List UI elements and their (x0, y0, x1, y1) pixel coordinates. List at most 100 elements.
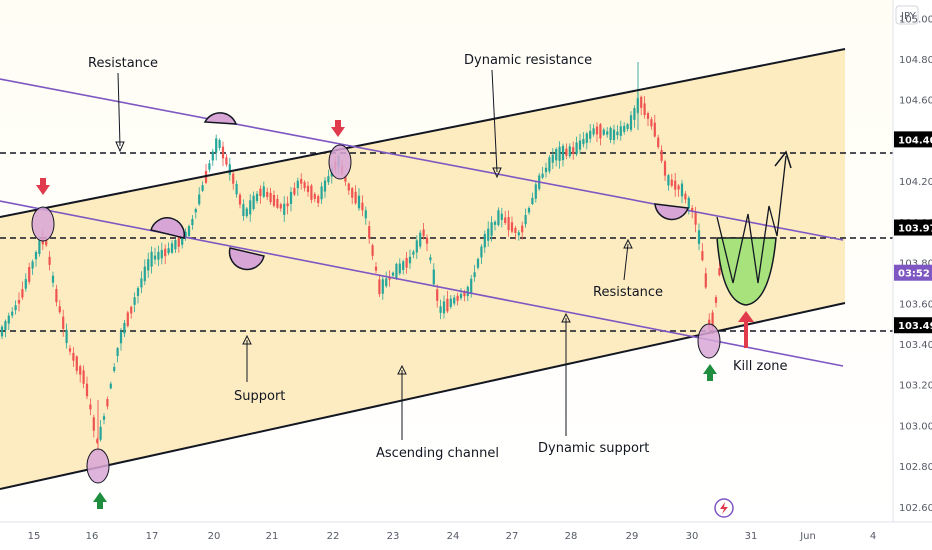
x-tick-label: 23 (387, 531, 400, 542)
candle-body (262, 186, 265, 197)
candle-body (663, 161, 667, 176)
candle-body (276, 198, 279, 208)
candle-body (45, 239, 48, 246)
candle-body (395, 263, 398, 279)
pointer-dynamic-resistance (491, 69, 498, 173)
price-labels-group: 104.405 103.972 03:52 103.492 (894, 131, 932, 334)
candle-body (476, 258, 480, 268)
candle-body (507, 217, 510, 231)
candle-body (191, 218, 194, 226)
pointer-dynamic-resistance-head (492, 167, 502, 179)
candle-body (704, 273, 707, 288)
currency-box[interactable] (895, 5, 919, 25)
dynamic-resistance-line (0, 78, 844, 241)
candle-body (415, 240, 418, 253)
candle-body (167, 248, 170, 254)
candle-body (490, 222, 493, 236)
y-tick-label: 103.800 (899, 259, 932, 270)
price-label-box (894, 131, 932, 148)
candle-body (561, 145, 565, 161)
candle-body (48, 256, 51, 265)
candle-body (483, 233, 486, 248)
candle-body (31, 261, 34, 269)
candle-body (442, 301, 446, 314)
candle-body (660, 149, 663, 161)
candle-body (480, 246, 483, 258)
y-tick-label: 104.600 (899, 96, 932, 107)
candle-body (381, 279, 384, 294)
pointer-resistance-top (117, 72, 121, 147)
candle-body (629, 115, 633, 130)
kill-zone-arrow-icon (738, 311, 754, 348)
candle-body (633, 108, 636, 120)
touch-circle-4 (697, 323, 721, 359)
candle-body (109, 383, 112, 389)
candle-body (470, 278, 473, 294)
annotation-ascending-channel: Ascending channel (376, 446, 499, 461)
y-tick-label: 103.200 (899, 381, 932, 392)
candle-body (680, 183, 684, 197)
touch-circle-3 (86, 448, 110, 484)
candle-body (116, 348, 119, 356)
candle-body (252, 195, 255, 210)
candle-body (160, 249, 163, 259)
candle-body (517, 232, 520, 236)
candle-body (11, 311, 14, 316)
candle-body (578, 140, 582, 150)
red-down-arrow-2-icon (331, 120, 345, 137)
candle-body (391, 272, 395, 276)
candle-body (198, 194, 201, 205)
annotation-dynamic-support: Dynamic support (538, 441, 649, 456)
projection-zigzag (716, 155, 787, 284)
candle-body (242, 204, 245, 217)
candle-body (174, 240, 177, 250)
candle-body (266, 192, 269, 197)
candle-body (670, 179, 673, 186)
candle-body (245, 208, 248, 217)
candle-body (34, 251, 38, 260)
candle-body (327, 176, 330, 183)
candle-body (225, 157, 228, 165)
candle-body (347, 183, 350, 191)
candle-body (419, 232, 422, 247)
candle-body (293, 187, 296, 195)
candle-body (453, 297, 456, 304)
candle-body (500, 213, 503, 220)
candle-body (589, 130, 592, 139)
green-up-arrow-2-icon (703, 364, 717, 381)
candle-body (565, 148, 568, 156)
time-axis-panel[interactable] (0, 522, 932, 550)
candle-body (208, 163, 211, 170)
candle-body (592, 128, 595, 135)
candle-body (541, 173, 544, 178)
candle-body (548, 157, 551, 172)
pointer-resistance-right (623, 243, 629, 281)
candle-body (310, 185, 313, 200)
candle-body (429, 257, 432, 261)
candle-body (51, 275, 55, 283)
candle-body (551, 154, 554, 163)
price-label-text: 104.405 (898, 135, 932, 146)
y-tick-label: 103.000 (899, 421, 932, 432)
candle-body (72, 352, 75, 361)
x-tick-label: 28 (565, 531, 578, 542)
candle-body (701, 251, 704, 261)
candle-body (623, 125, 626, 132)
candle-body (153, 255, 157, 260)
candle-body (89, 404, 92, 410)
pointer-dynamic-support-head (561, 312, 571, 323)
y-tick-label: 104.200 (899, 177, 932, 188)
candle-body (640, 96, 643, 108)
candle-body (497, 210, 500, 226)
candle-body (82, 370, 85, 384)
bolt-icon[interactable] (714, 498, 734, 518)
candle-body (412, 251, 415, 255)
candle-body (38, 240, 41, 255)
candle-body (157, 251, 160, 260)
candle-body (718, 268, 721, 276)
candle-body (211, 151, 214, 161)
candle-body (585, 133, 588, 143)
candle-body (568, 146, 571, 157)
